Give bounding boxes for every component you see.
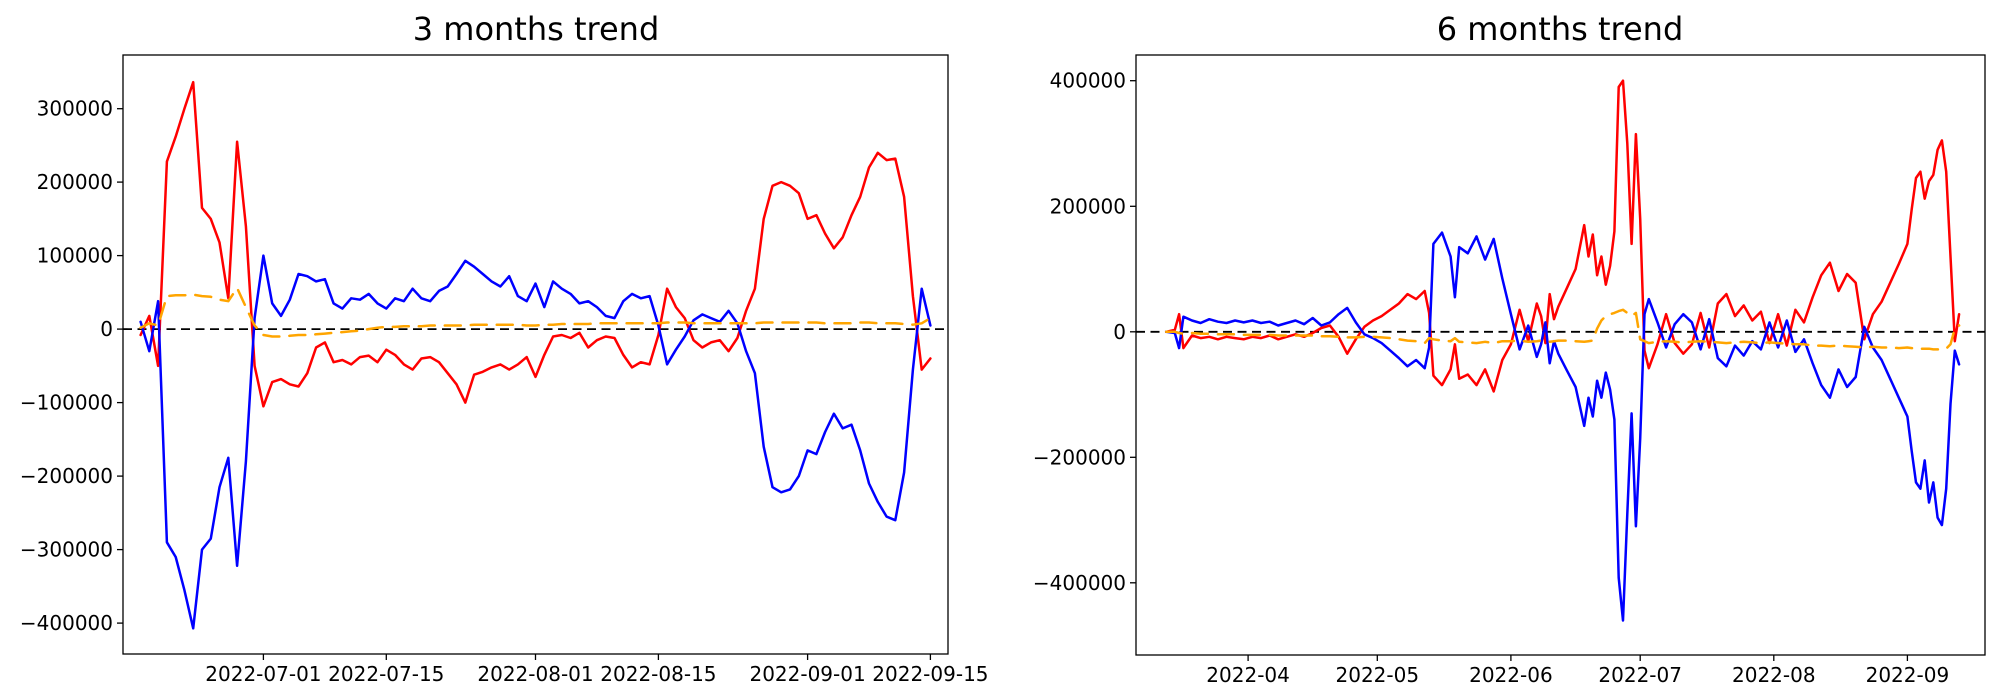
- chart-6-months: 2022-04 2022-05 2022-06 2022-07 2022-08 2022-…: [1033, 54, 1986, 687]
- y-tick-label: 200000: [1050, 194, 1126, 218]
- y-axis: 300000 200000 100000 0 −100000 −200000 −300000…: [20, 97, 123, 635]
- x-axis: 2022-04 2022-05 2022-06 2022-07 2022-08 2022-…: [1206, 655, 1949, 687]
- x-tick-label: 2022-09-15: [872, 662, 988, 686]
- y-axis: 400000 200000 0 −200000 −400000: [1033, 69, 1136, 595]
- x-tick-label: 2022-09-01: [749, 662, 865, 686]
- y-tick-label: 400000: [1050, 69, 1126, 93]
- x-tick-label: 2022-07-01: [205, 662, 321, 686]
- x-tick-label: 2022-07: [1598, 663, 1682, 687]
- y-tick-label: −200000: [20, 464, 113, 488]
- x-tick-label: 2022-06: [1469, 663, 1553, 687]
- plot-border: [122, 54, 949, 655]
- chart-title-6-months: 6 months trend: [1437, 10, 1684, 48]
- red-series-path: [1164, 79, 1961, 393]
- x-tick-label: 2022-09: [1866, 663, 1950, 687]
- x-tick-label: 2022-08-01: [477, 662, 593, 686]
- red-series-path: [139, 80, 932, 408]
- orange-series-path: [139, 286, 932, 338]
- y-tick-label: 0: [100, 317, 113, 341]
- chart-3-months: 2022-07-01 2022-07-15 2022-08-01 2022-08-15…: [20, 54, 989, 686]
- y-tick-label: −400000: [20, 611, 113, 635]
- x-tick-label: 2022-08: [1732, 663, 1816, 687]
- x-tick-label: 2022-08-15: [600, 662, 716, 686]
- x-tick-label: 2022-04: [1206, 663, 1290, 687]
- y-tick-label: −200000: [1033, 445, 1126, 469]
- y-tick-label: 200000: [37, 170, 113, 194]
- x-tick-label: 2022-07-15: [328, 662, 444, 686]
- y-tick-label: −400000: [1033, 571, 1126, 595]
- x-tick-label: 2022-05: [1336, 663, 1420, 687]
- chart-title-3-months: 3 months trend: [413, 10, 660, 48]
- y-tick-label: −300000: [20, 538, 113, 562]
- plot-border: [1135, 54, 1986, 656]
- orange-series-path: [1164, 308, 1961, 351]
- blue-series-path: [139, 254, 932, 630]
- blue-series-path: [1164, 231, 1961, 622]
- charts-root: 2022-07-01 2022-07-15 2022-08-01 2022-08-15…: [20, 54, 1986, 687]
- y-tick-label: 300000: [37, 97, 113, 121]
- y-tick-label: −100000: [20, 391, 113, 415]
- y-tick-label: 0: [1113, 320, 1126, 344]
- y-tick-label: 100000: [37, 244, 113, 268]
- x-axis: 2022-07-01 2022-07-15 2022-08-01 2022-08-15…: [205, 654, 989, 686]
